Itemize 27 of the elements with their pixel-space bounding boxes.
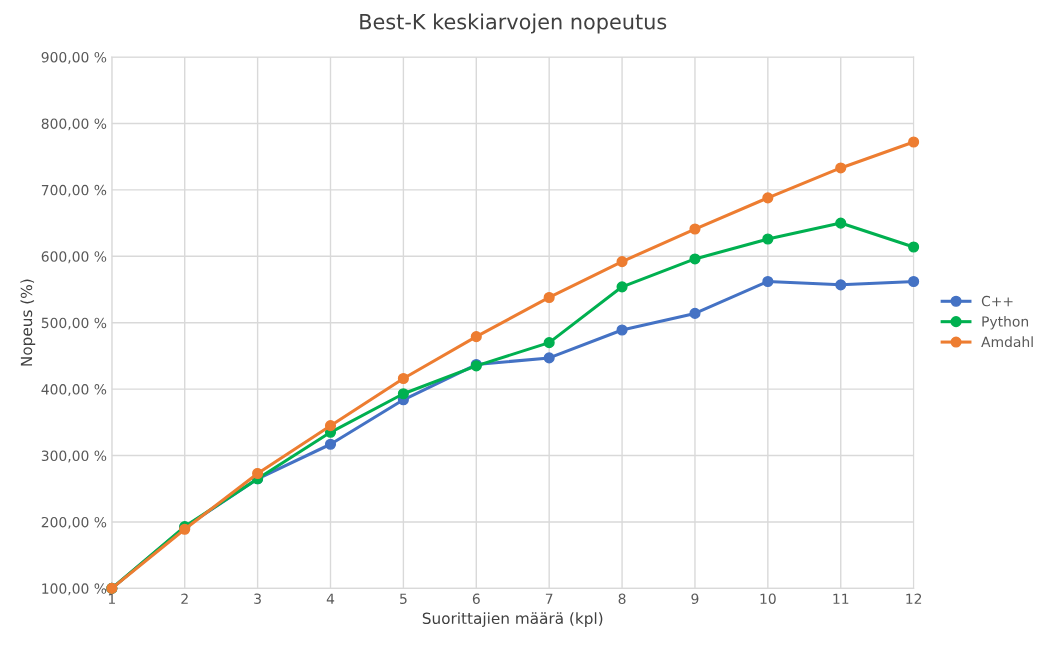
y-tick-label: 200,00 % (41, 516, 107, 529)
x-tick-label: 5 (400, 593, 407, 604)
x-tick-label: 1 (108, 593, 115, 604)
y-axis-title: Nopeus (%) (20, 279, 36, 366)
y-tick-label: 800,00 % (41, 118, 107, 131)
y-tick-label: 300,00 % (41, 450, 107, 463)
y-tick-label: 100,00 % (42, 583, 107, 596)
x-tick-label: 4 (326, 593, 335, 604)
y-tick-label: 400,00 % (41, 384, 107, 397)
x-tick-label: 8 (618, 593, 626, 604)
legend-label: C++ (981, 295, 1013, 307)
x-tick-label: 10 (760, 593, 776, 604)
x-tick-label: 7 (545, 593, 553, 604)
y-tick-label: 500,00 % (41, 317, 107, 330)
x-tick-label: 6 (472, 593, 480, 604)
y-tick-label: 700,00 % (41, 184, 107, 197)
y-tick-label: 900,00 % (41, 51, 107, 64)
x-tick-label: 3 (254, 593, 261, 604)
x-tick-label: 12 (906, 593, 922, 604)
x-tick-label: 2 (181, 593, 188, 604)
legend-label: Python (982, 315, 1029, 330)
x-axis-title: Suorittajien määrä (kpl) (422, 612, 603, 628)
x-tick-label: 9 (691, 593, 699, 604)
y-tick-label: 600,00 % (41, 251, 107, 264)
legend-label: Amdahl (981, 336, 1033, 348)
x-tick-label: 11 (833, 593, 849, 604)
chart-title: Best-K keskiarvojen nopeutus (360, 13, 667, 34)
